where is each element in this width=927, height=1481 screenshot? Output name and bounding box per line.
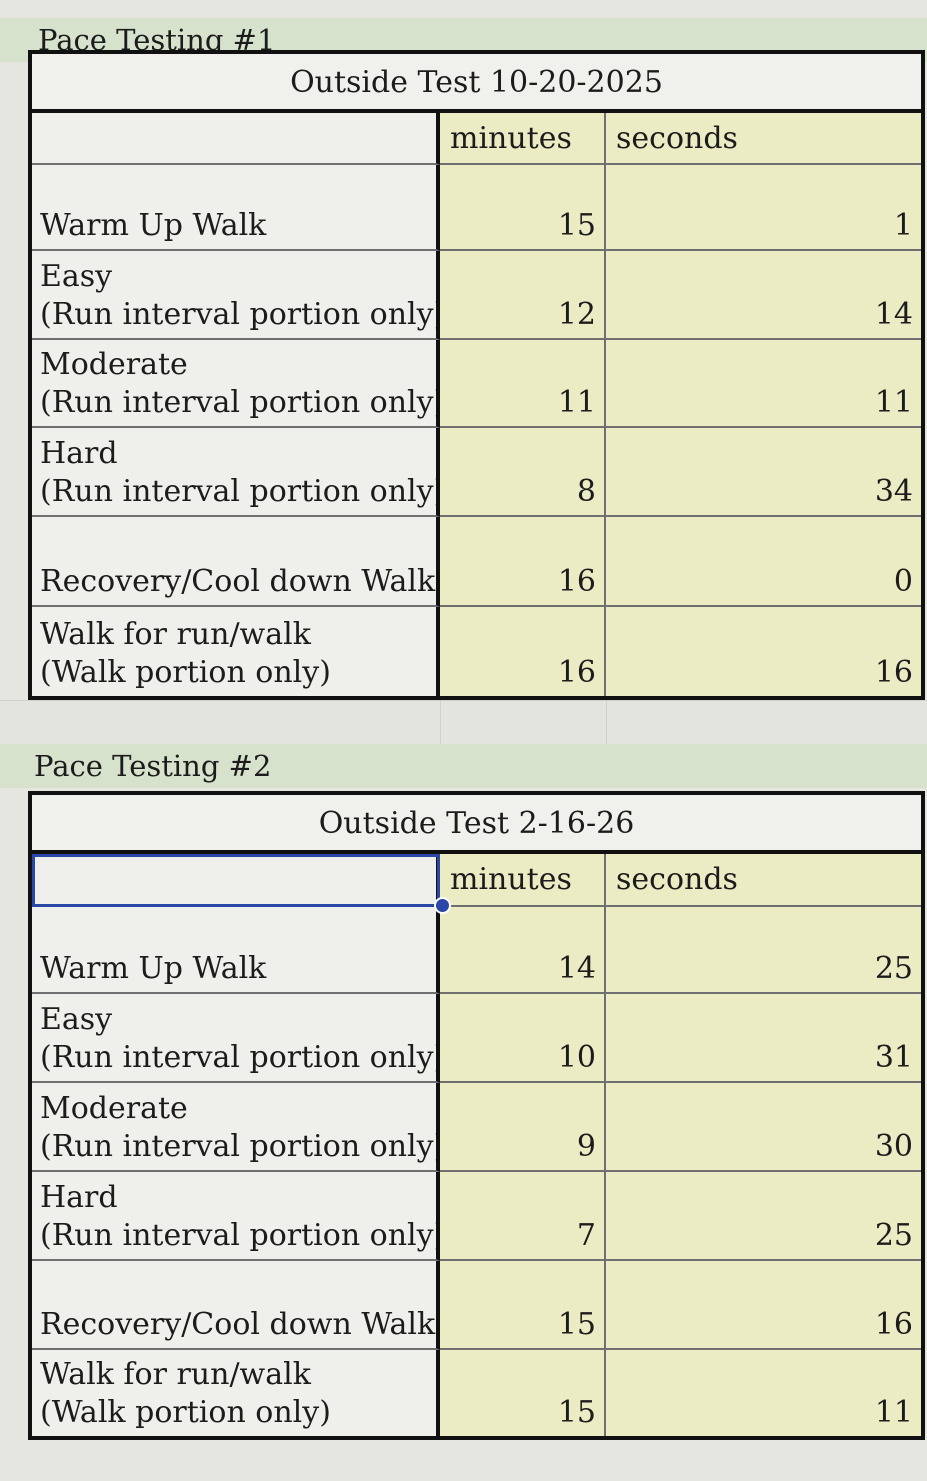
table-title-cell[interactable]: Outside Test 2-16-26 (32, 795, 921, 854)
row-label-line1: Easy (40, 1002, 113, 1037)
seconds-cell[interactable]: 11 (606, 340, 921, 428)
row-label-line2: (Walk portion only) (40, 655, 331, 690)
seconds-cell[interactable]: 1 (606, 165, 921, 251)
row-label-cell[interactable]: Walk for run/walk (Walk portion only) (32, 607, 440, 696)
minutes-cell[interactable]: 15 (440, 165, 606, 251)
seconds-cell[interactable]: 14 (606, 251, 921, 340)
empty-spreadsheet-row[interactable] (0, 700, 927, 745)
row-label-line1: Walk for run/walk (40, 1357, 311, 1392)
row-label-line2: Recovery/Cool down Walk (40, 1307, 436, 1342)
row-label-line2: Recovery/Cool down Walk (40, 564, 436, 599)
seconds-cell[interactable]: 16 (606, 607, 921, 696)
seconds-cell[interactable]: 25 (606, 1172, 921, 1261)
row-label-line1: Hard (40, 436, 118, 471)
row-label-line1: Walk for run/walk (40, 617, 311, 652)
pace-table-2: Outside Test 2-16-26 minutes seconds War… (28, 791, 925, 1440)
table-title-cell[interactable]: Outside Test 10-20-2025 (32, 54, 921, 113)
row-label-cell[interactable]: Warm Up Walk (32, 907, 440, 994)
minutes-cell[interactable]: 16 (440, 607, 606, 696)
row-label-line2: (Run interval portion only) (40, 385, 440, 420)
blank-header-cell[interactable] (32, 113, 440, 165)
row-label-cell[interactable]: Recovery/Cool down Walk (32, 517, 440, 607)
seconds-cell[interactable]: 30 (606, 1083, 921, 1172)
row-label-line2: (Walk portion only) (40, 1395, 331, 1430)
row-label-cell[interactable]: Moderate (Run interval portion only) (32, 1083, 440, 1172)
column-header-minutes[interactable]: minutes (440, 113, 606, 165)
row-label-cell[interactable]: Hard (Run interval portion only) (32, 1172, 440, 1261)
row-label-line1: Easy (40, 259, 113, 294)
minutes-cell[interactable]: 11 (440, 340, 606, 428)
row-label-cell[interactable]: Walk for run/walk (Walk portion only) (32, 1350, 440, 1436)
row-label-line2: Warm Up Walk (40, 208, 267, 243)
seconds-cell[interactable]: 31 (606, 994, 921, 1083)
row-label-line2: (Run interval portion only) (40, 1218, 440, 1253)
selection-fill-handle[interactable] (434, 897, 451, 914)
minutes-cell[interactable]: 9 (440, 1083, 606, 1172)
row-label-cell[interactable]: Moderate (Run interval portion only) (32, 340, 440, 428)
seconds-cell[interactable]: 16 (606, 1261, 921, 1350)
pace-table-1: Outside Test 10-20-2025 minutes seconds … (28, 50, 925, 700)
row-label-cell[interactable]: Recovery/Cool down Walk (32, 1261, 440, 1350)
seconds-cell[interactable]: 34 (606, 428, 921, 517)
seconds-cell[interactable]: 0 (606, 517, 921, 607)
minutes-cell[interactable]: 14 (440, 907, 606, 994)
minutes-cell[interactable]: 16 (440, 517, 606, 607)
table-grid: minutes seconds Warm Up Walk 14 25 Easy(… (32, 854, 921, 1436)
row-label-cell[interactable]: Easy (Run interval portion only) (32, 994, 440, 1083)
row-label-cell[interactable]: Easy (Run interval portion only) (32, 251, 440, 340)
section-header-pace-testing-2[interactable]: Pace Testing #2 (0, 744, 927, 788)
row-label-cell[interactable]: Hard (Run interval portion only) (32, 428, 440, 517)
row-label-line2: (Run interval portion only) (40, 1129, 440, 1164)
row-label-line2: Warm Up Walk (40, 951, 267, 986)
column-header-minutes[interactable]: minutes (440, 854, 606, 907)
row-label-line1: Moderate (40, 347, 188, 382)
minutes-cell[interactable]: 7 (440, 1172, 606, 1261)
gridline (440, 701, 441, 745)
seconds-cell[interactable]: 11 (606, 1350, 921, 1436)
row-label-line1: Moderate (40, 1091, 188, 1126)
gridline (606, 701, 607, 745)
column-header-seconds[interactable]: seconds (606, 113, 921, 165)
minutes-cell[interactable]: 15 (440, 1261, 606, 1350)
minutes-cell[interactable]: 15 (440, 1350, 606, 1436)
row-label-line2: (Run interval portion only) (40, 474, 440, 509)
minutes-cell[interactable]: 8 (440, 428, 606, 517)
row-label-line1: Hard (40, 1180, 118, 1215)
minutes-cell[interactable]: 12 (440, 251, 606, 340)
column-header-seconds[interactable]: seconds (606, 854, 921, 907)
selected-blank-header-cell[interactable] (32, 854, 440, 907)
row-label-line2: (Run interval portion only) (40, 297, 440, 332)
minutes-cell[interactable]: 10 (440, 994, 606, 1083)
table-grid: minutes seconds Warm Up Walk 15 1 Easy (R… (32, 113, 921, 696)
seconds-cell[interactable]: 25 (606, 907, 921, 994)
row-label-cell[interactable]: Warm Up Walk (32, 165, 440, 251)
row-label-line2: (Run interval portion only) (40, 1040, 440, 1075)
